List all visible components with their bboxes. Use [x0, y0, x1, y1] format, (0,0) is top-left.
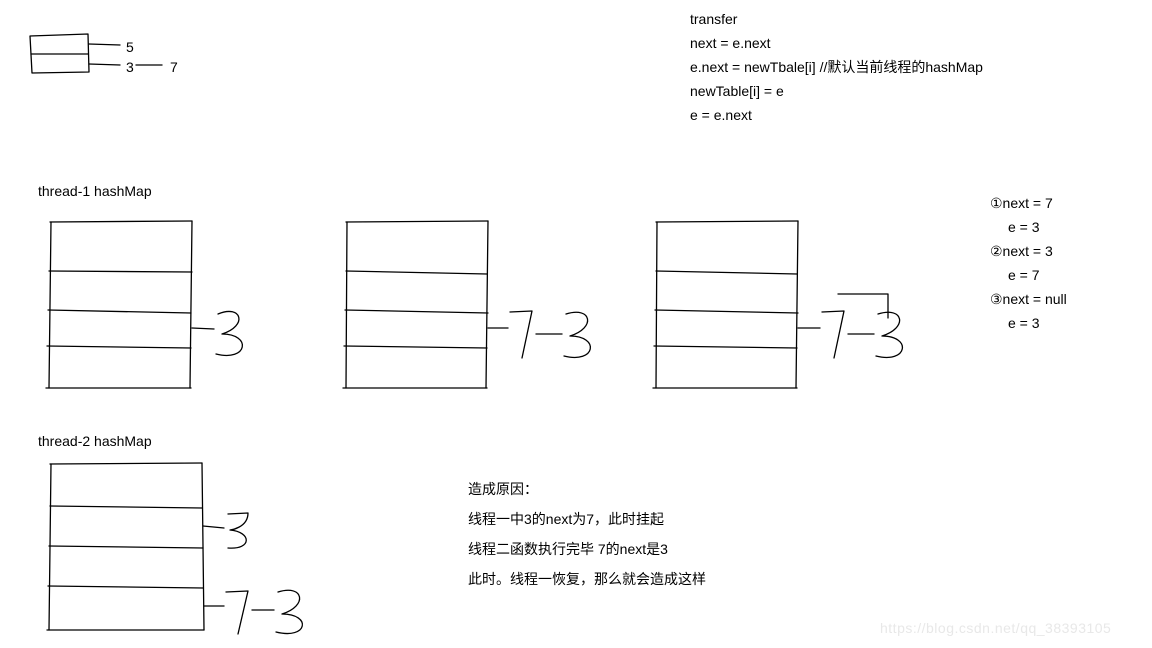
- label-thread1: thread-1 hashMap: [38, 180, 152, 202]
- step1-e: e = 3: [1008, 216, 1040, 238]
- code-line-next: next = e.next: [690, 32, 771, 54]
- toplabel-3: 3: [126, 56, 134, 78]
- sketch-thread1-table-a: [42, 216, 262, 396]
- sketch-thread1-table-b: [338, 216, 618, 396]
- step2-next: ②next = 3: [990, 240, 1053, 262]
- cause-line2: 线程二函数执行完毕 7的next是3: [468, 538, 668, 560]
- cause-line1: 线程一中3的next为7，此时挂起: [468, 508, 664, 530]
- watermark: https://blog.csdn.net/qq_38393105: [880, 620, 1111, 636]
- sketch-top-small-table: [28, 32, 188, 102]
- toplabel-7: 7: [170, 56, 178, 78]
- step3-next: ③next = null: [990, 288, 1067, 310]
- cause-line3: 此时。线程一恢复，那么就会造成这样: [468, 568, 706, 590]
- code-line-newtable: newTable[i] = e: [690, 80, 784, 102]
- code-line-transfer: transfer: [690, 8, 737, 30]
- step2-e: e = 7: [1008, 264, 1040, 286]
- sketch-thread2-table: [42, 458, 342, 638]
- sketch-thread1-table-c: [648, 216, 948, 396]
- step3-e: e = 3: [1008, 312, 1040, 334]
- label-thread2: thread-2 hashMap: [38, 430, 152, 452]
- code-line-e: e = e.next: [690, 104, 752, 126]
- code-line-enext: e.next = newTbale[i] //默认当前线程的hashMap: [690, 56, 983, 78]
- step1-next: ①next = 7: [990, 192, 1053, 214]
- cause-title: 造成原因：: [468, 478, 538, 500]
